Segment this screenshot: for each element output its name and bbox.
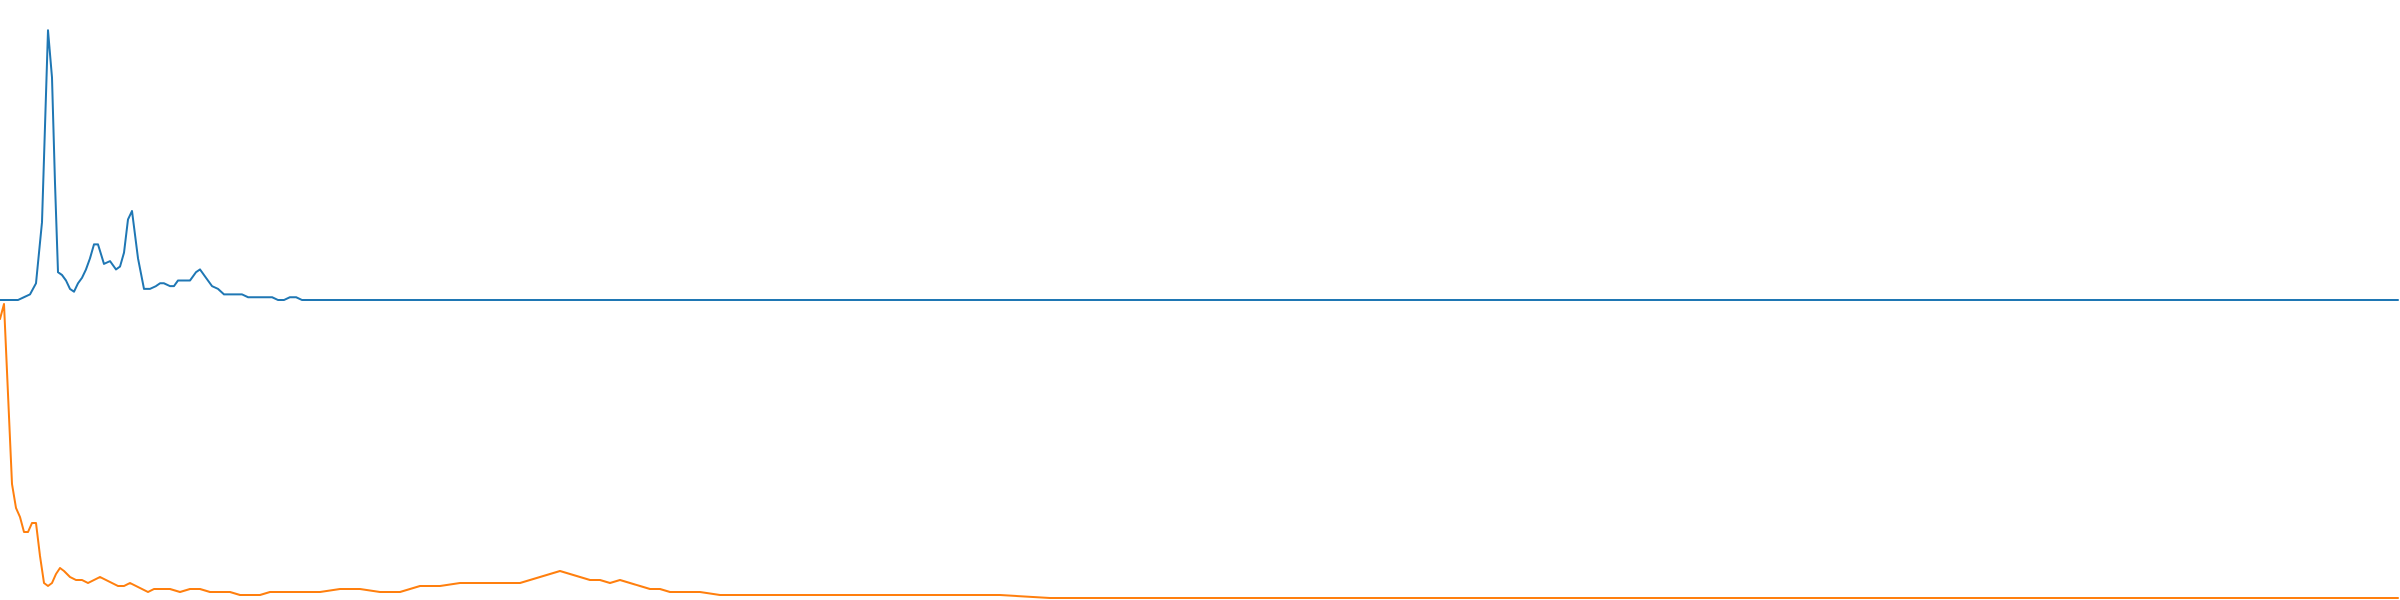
series-line-1-0 (0, 303, 2399, 599)
series-line-0-0 (0, 29, 2399, 301)
bottom-chart-panel (0, 303, 2399, 599)
top-chart-panel (0, 29, 2399, 301)
